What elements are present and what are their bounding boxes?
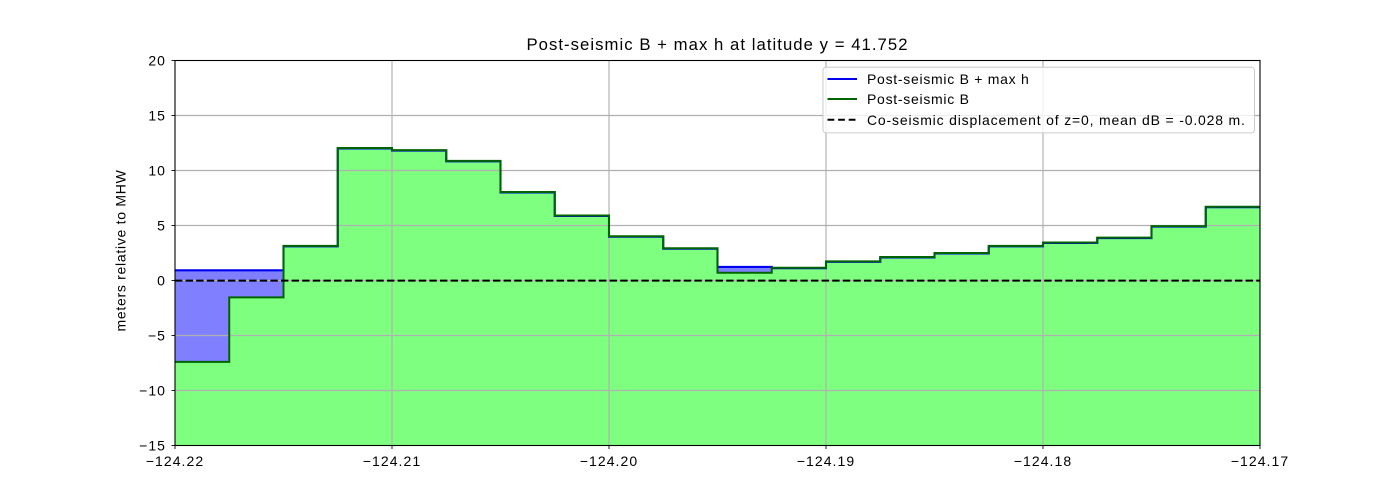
svg-text:−124.18: −124.18 bbox=[1014, 453, 1072, 469]
svg-text:15: 15 bbox=[148, 108, 166, 124]
svg-text:Post-seismic B: Post-seismic B bbox=[867, 91, 970, 107]
svg-text:Co-seismic displacement of z=0: Co-seismic displacement of z=0, mean dB … bbox=[867, 112, 1246, 128]
svg-text:−124.22: −124.22 bbox=[146, 453, 204, 469]
svg-text:−10: −10 bbox=[139, 383, 166, 399]
svg-text:−124.21: −124.21 bbox=[363, 453, 421, 469]
svg-text:20: 20 bbox=[148, 53, 166, 69]
svg-text:−15: −15 bbox=[139, 438, 166, 454]
svg-text:−124.19: −124.19 bbox=[797, 453, 855, 469]
svg-text:−124.17: −124.17 bbox=[1231, 453, 1289, 469]
svg-text:−124.20: −124.20 bbox=[580, 453, 638, 469]
svg-text:meters relative to MHW: meters relative to MHW bbox=[112, 169, 128, 331]
svg-text:Post-seismic B + max h: Post-seismic B + max h bbox=[867, 71, 1030, 87]
svg-text:−5: −5 bbox=[148, 328, 166, 344]
svg-text:Post-seismic B + max h at lati: Post-seismic B + max h at latitude y = 4… bbox=[526, 35, 908, 54]
svg-text:0: 0 bbox=[157, 273, 166, 289]
svg-text:5: 5 bbox=[157, 218, 166, 234]
svg-text:10: 10 bbox=[148, 163, 166, 179]
